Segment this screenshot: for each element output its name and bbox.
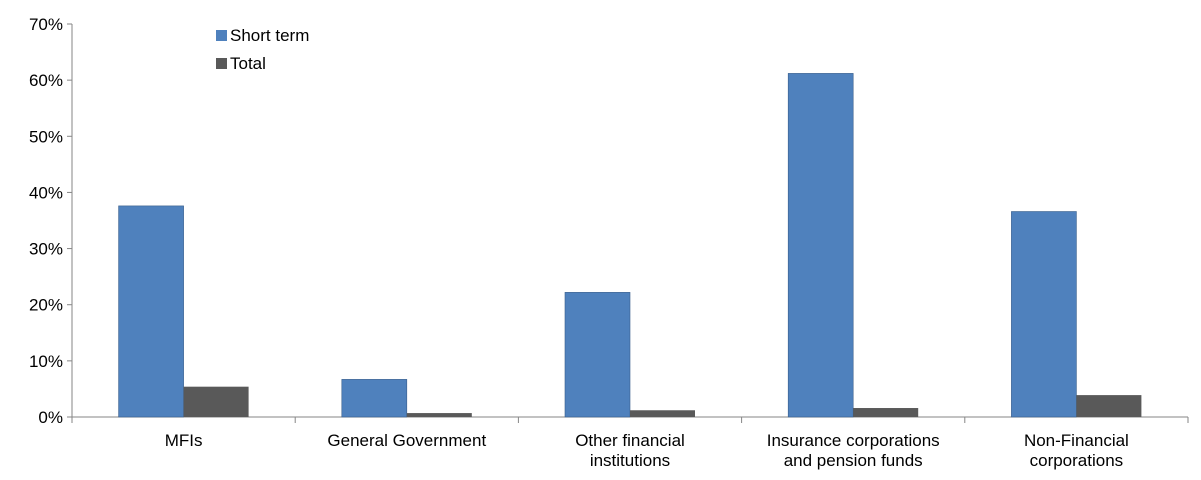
category-label-line: and pension funds: [784, 451, 923, 470]
y-tick-label: 40%: [29, 183, 63, 202]
legend: Short term Total: [216, 26, 309, 73]
legend-label: Short term: [230, 26, 309, 45]
category-label-line: MFIs: [165, 431, 203, 450]
category-label-line: Insurance corporations: [767, 431, 940, 450]
category-label-line: Other financial: [575, 431, 685, 450]
bars: [118, 73, 1142, 418]
category-label: Insurance corporations and pension funds: [767, 431, 940, 470]
bar-total-0: [183, 386, 249, 417]
bar-short-term-3: [787, 73, 854, 418]
bar-short-term-0: [118, 205, 184, 418]
category-label: MFIs: [165, 431, 203, 450]
bar-total-3: [853, 408, 919, 417]
y-tick-label: 70%: [29, 15, 63, 34]
legend-swatch: [216, 58, 227, 69]
category-label: General Government: [327, 431, 486, 450]
bar-short-term-2: [564, 292, 631, 418]
category-label: Non-Financial corporations: [1024, 431, 1129, 470]
legend-label: Total: [230, 54, 266, 73]
category-label-line: institutions: [590, 451, 670, 470]
category-label-line: General Government: [327, 431, 486, 450]
y-tick-labels: 0% 10% 20% 30% 40% 50% 60% 70%: [29, 15, 63, 427]
bar-total-1: [406, 413, 472, 417]
bar-short-term-1: [341, 379, 408, 418]
y-tick-label: 30%: [29, 240, 63, 259]
legend-swatch: [216, 30, 227, 41]
y-tick-label: 50%: [29, 127, 63, 146]
y-tick-label: 60%: [29, 71, 63, 90]
y-tick-label: 20%: [29, 296, 63, 315]
y-tick-label: 0%: [38, 408, 63, 427]
bar-short-term-4: [1011, 211, 1077, 418]
y-tick-label: 10%: [29, 352, 63, 371]
category-label-line: Non-Financial: [1024, 431, 1129, 450]
category-labels: MFIs General Government Other financial ins…: [165, 431, 1129, 470]
category-label: Other financial institutions: [575, 431, 685, 470]
bar-total-2: [630, 410, 695, 417]
category-label-line: corporations: [1030, 451, 1124, 470]
bar-total-4: [1076, 395, 1142, 417]
